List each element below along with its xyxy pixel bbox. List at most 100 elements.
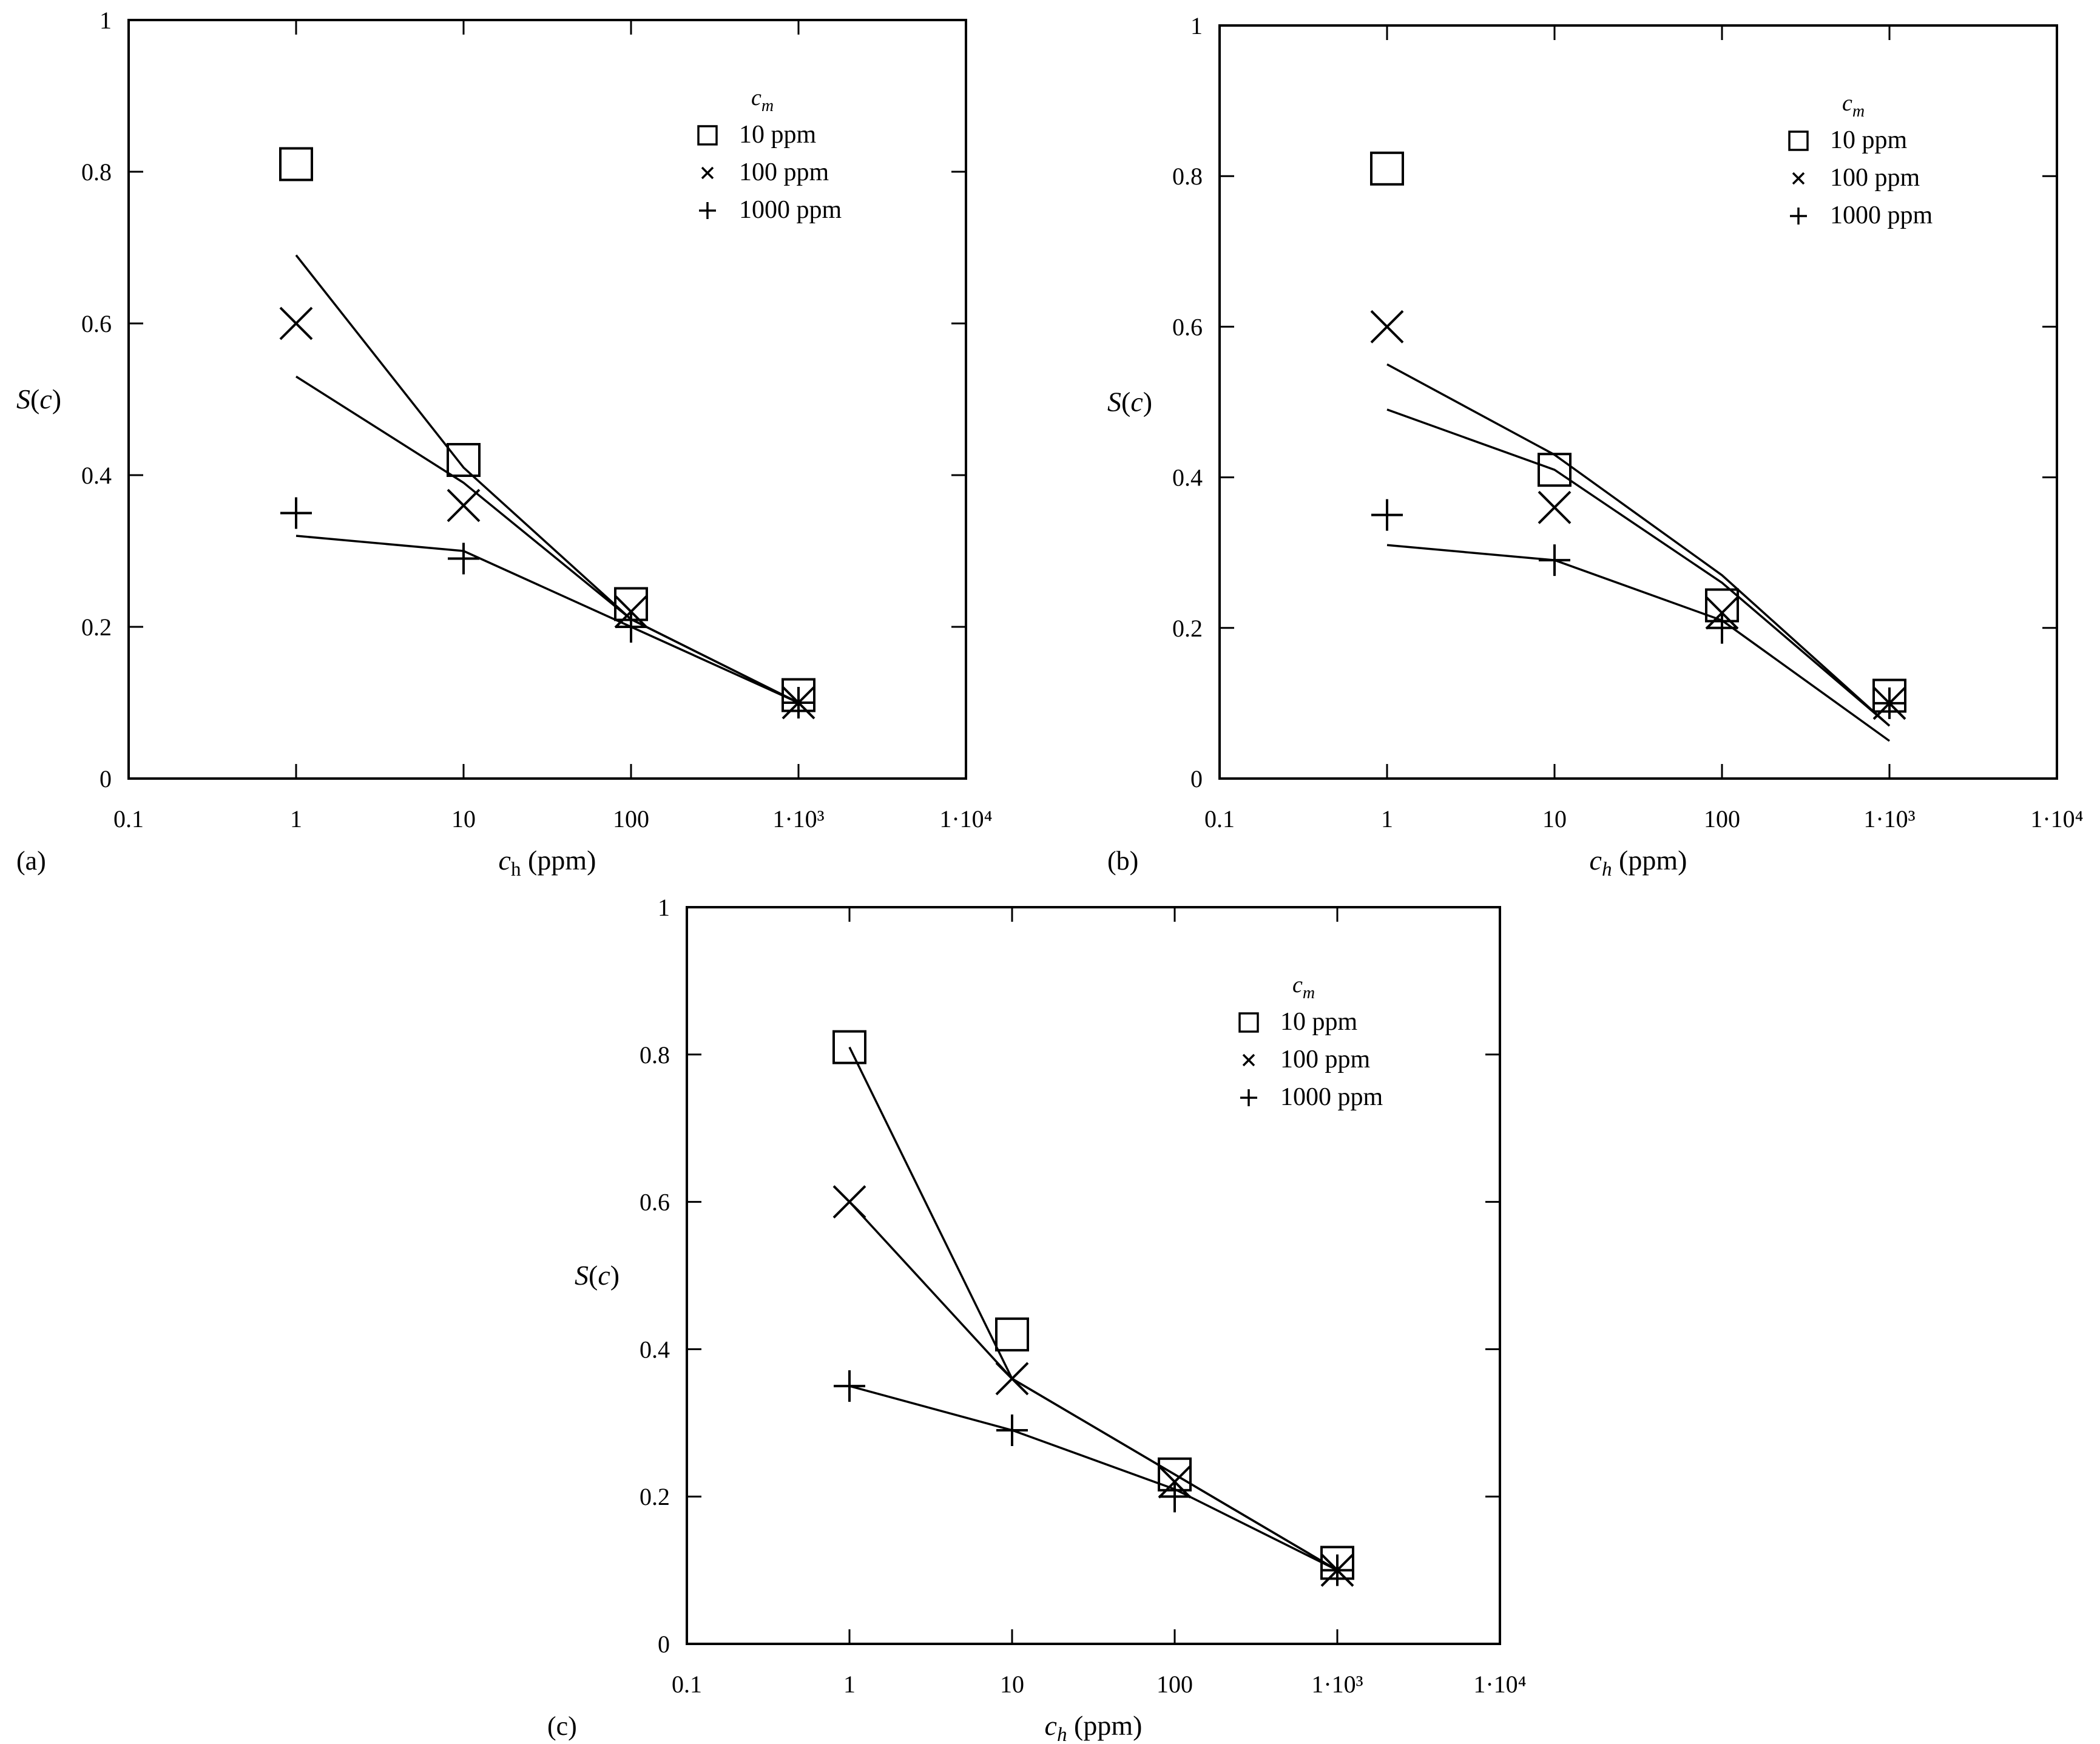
y-tick-label: 1 [658,894,670,921]
legend-marker-cross [1242,1053,1255,1067]
y-tick-label: 0.2 [1172,615,1203,642]
x-tick-label: 10 [1542,805,1567,833]
legend-marker-square [1788,130,1809,151]
x-tick-label: 1 [1381,805,1393,833]
x-tick-label: 1·10⁴ [1473,1671,1526,1698]
y-tick-label: 0.6 [81,310,112,337]
plot-frame [1218,24,2058,780]
data-point-square [995,1317,1029,1352]
x-tick-label: 1 [843,1671,856,1698]
legend-marker-cross [701,166,714,180]
legend-label: 1000 ppm [739,196,842,224]
fit-line-square [848,1046,1338,1572]
data-point-cross [832,1185,866,1219]
data-point-cross [447,488,481,522]
x-tick-label: 1·10⁴ [2030,805,2083,833]
x-axis-label: ch (ppm) [499,845,596,880]
data-point-cross [1538,490,1572,524]
data-point-plus [834,1370,865,1402]
y-tick-label: 0.8 [1172,163,1203,190]
data-point-plus [280,497,312,529]
y-axis-label: S(c) [575,1260,620,1291]
data-point-cross [995,1362,1029,1396]
x-tick-label: 100 [1156,1671,1193,1698]
y-axis-label: S(c) [16,384,61,414]
y-tick-label: 0.6 [1172,313,1203,340]
data-point-plus [1322,1554,1353,1586]
data-point-plus [996,1414,1028,1446]
x-tick-label: 1·10³ [772,805,824,833]
y-tick-label: 0.2 [81,613,112,641]
legend-marker-plus [1240,1089,1257,1106]
legend-label: 100 ppm [1830,164,1920,192]
data-point-plus [1371,499,1403,531]
x-tick-label: 1·10⁴ [939,805,992,833]
panel-label: (c) [547,1711,577,1741]
y-tick-label: 0 [1190,765,1203,793]
y-axis-label: S(c) [1107,387,1152,417]
legend-title: cm [751,85,774,115]
x-tick-label: 0.1 [113,805,144,833]
panel-label: (b) [1107,846,1138,876]
data-point-cross [279,306,313,340]
legend-marker-cross [1792,172,1805,185]
data-point-plus [1706,612,1738,644]
y-tick-label: 0.8 [640,1041,670,1069]
data-point-plus [1539,544,1570,576]
legend-marker-plus [1790,208,1807,225]
x-axis-label: ch (ppm) [1590,845,1687,880]
chart-panel-a: 0.1 1 10 100 1·10³ 1·10⁴ 0 0.2 0.4 0.6 0.8 1 ch (ppm… [16,7,993,880]
fit-line-cross [295,376,799,704]
x-tick-label: 10 [1000,1671,1024,1698]
data-point-plus [615,611,647,643]
data-point-plus [1159,1481,1190,1513]
x-tick-label: 0.1 [672,1671,702,1698]
y-tick-label: 1 [1190,12,1203,39]
chart-panel-c: 0.1 1 10 100 1·10³ 1·10⁴ 0 0.2 0.4 0.6 0.8 1 ch (ppm… [547,894,1527,1744]
y-tick-label: 0.4 [81,462,112,489]
x-axis-label: ch (ppm) [1045,1710,1143,1744]
legend-title: cm [1842,90,1865,121]
legend-label: 100 ppm [1280,1046,1371,1073]
fit-line-cross [1386,408,1891,727]
data-point-square [279,147,313,181]
legend-marker-plus [699,202,716,219]
data-point-square [1370,151,1404,186]
fit-line-square [1386,363,1891,727]
legend-label: 100 ppm [739,158,829,186]
legend-label: 1000 ppm [1830,201,1933,229]
legend-label: 10 ppm [1280,1008,1358,1036]
y-tick-label: 1 [100,7,112,34]
legend-marker-square [1238,1012,1259,1033]
fit-line-plus [849,1385,1338,1572]
y-tick-label: 0 [100,765,112,793]
data-point-square [1538,453,1572,487]
data-point-square [832,1030,866,1064]
x-tick-label: 100 [613,805,649,833]
fit-line-square [295,254,799,704]
y-tick-label: 0.4 [1172,464,1203,492]
data-point-square [447,443,481,477]
fit-line-plus [295,535,799,704]
data-point-cross [1370,309,1404,343]
x-tick-label: 1·10³ [1863,805,1915,833]
chart-panel-b: 0.1 1 10 100 1·10³ 1·10⁴ 0 0.2 0.4 0.6 0.8 1 ch (ppm… [1107,12,2084,880]
legend-marker-square [697,125,718,146]
x-tick-label: 1·10³ [1311,1671,1363,1698]
fit-line-plus [1386,544,1891,742]
legend-label: 10 ppm [1830,126,1908,154]
legend-label: 1000 ppm [1280,1083,1383,1111]
legend-label: 10 ppm [739,121,817,149]
panel-label: (a) [16,846,46,876]
x-tick-label: 1 [290,805,302,833]
y-tick-label: 0 [658,1631,670,1658]
fit-line-cross [848,1201,1338,1572]
data-point-plus [448,542,479,575]
x-tick-label: 10 [451,805,476,833]
plot-frame [686,906,1501,1645]
legend-title: cm [1292,972,1315,1002]
y-tick-label: 0.8 [81,158,112,186]
x-tick-label: 100 [1704,805,1740,833]
y-tick-label: 0.6 [640,1189,670,1216]
